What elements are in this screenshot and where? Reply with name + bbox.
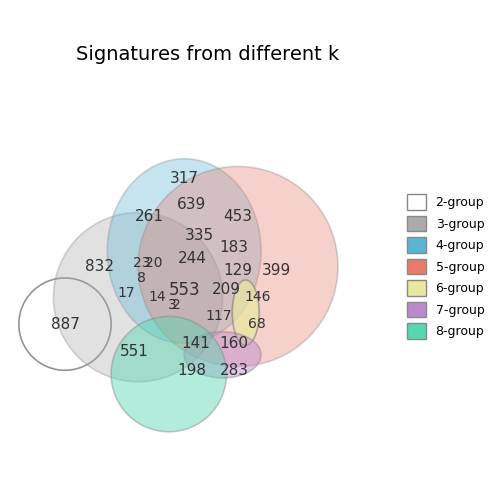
Text: 2: 2	[172, 298, 181, 312]
Text: 68: 68	[248, 317, 266, 331]
Text: 20: 20	[145, 256, 162, 270]
Text: 887: 887	[50, 317, 80, 332]
Text: 129: 129	[223, 263, 253, 278]
Text: 453: 453	[223, 209, 253, 224]
Ellipse shape	[107, 159, 261, 343]
Circle shape	[138, 166, 338, 366]
Text: 553: 553	[168, 281, 200, 298]
Ellipse shape	[184, 332, 261, 378]
Text: 3: 3	[168, 298, 177, 312]
Text: 117: 117	[206, 309, 232, 324]
Circle shape	[111, 317, 226, 432]
Text: 23: 23	[133, 256, 151, 270]
Text: 198: 198	[177, 363, 206, 378]
Text: 14: 14	[149, 290, 166, 304]
Circle shape	[53, 213, 223, 382]
Text: 160: 160	[220, 336, 248, 351]
Text: 141: 141	[181, 336, 210, 351]
Text: 17: 17	[118, 286, 135, 300]
Text: 317: 317	[170, 170, 199, 185]
Text: 551: 551	[120, 344, 149, 358]
Text: 261: 261	[135, 209, 164, 224]
Text: 283: 283	[220, 363, 248, 378]
Text: 183: 183	[220, 240, 248, 255]
Legend: 2-group, 3-group, 4-group, 5-group, 6-group, 7-group, 8-group: 2-group, 3-group, 4-group, 5-group, 6-gr…	[402, 190, 489, 344]
Text: 8: 8	[138, 271, 146, 285]
Text: 146: 146	[244, 290, 271, 304]
Text: 399: 399	[262, 263, 291, 278]
Text: 832: 832	[85, 259, 114, 274]
Circle shape	[19, 278, 111, 370]
Title: Signatures from different k: Signatures from different k	[76, 45, 339, 65]
Text: 244: 244	[177, 251, 206, 266]
Text: 209: 209	[212, 282, 241, 297]
Text: 335: 335	[185, 228, 214, 243]
Ellipse shape	[232, 280, 259, 345]
Text: 639: 639	[177, 198, 207, 212]
